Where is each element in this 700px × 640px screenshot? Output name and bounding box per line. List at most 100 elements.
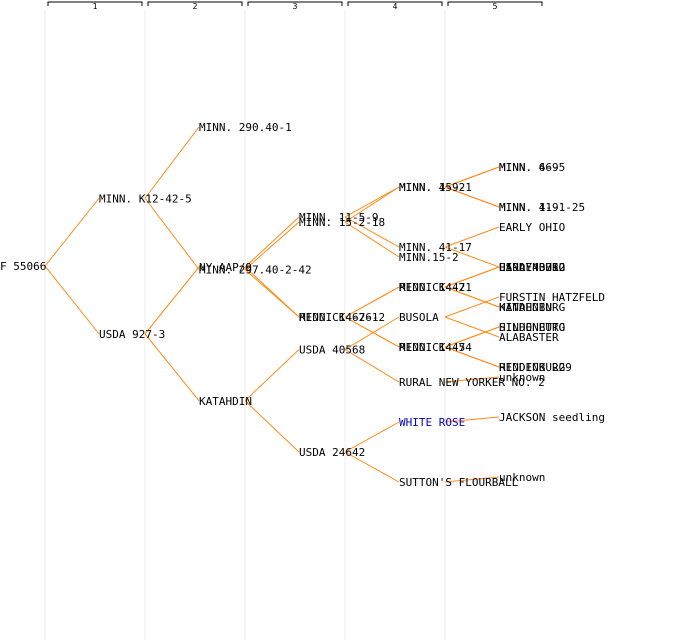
pedigree-node: RURAL NEW YORKER NO. 2	[399, 376, 545, 389]
generation-number: 3	[293, 2, 298, 11]
pedigree-node-label: USDA 927-3	[99, 328, 165, 341]
pedigree-node-label: MINN. 66-5	[499, 161, 565, 174]
generation-bracket	[47, 1, 143, 6]
pedigree-node-label: FURSTIN HATZFELD	[499, 291, 605, 304]
pedigree-node-label: REDDICK 229	[499, 361, 572, 374]
pedigree-edge	[444, 246, 500, 268]
pedigree-edge	[144, 197, 200, 270]
pedigree-node: F 55066	[0, 260, 46, 273]
pedigree-node: EARLY OHIO	[499, 261, 565, 274]
pedigree-edge	[344, 316, 400, 350]
pedigree-edge	[244, 349, 300, 402]
pedigree-node: HINDENBURG	[499, 361, 565, 374]
pedigree-edge	[344, 221, 400, 258]
pedigree-node: HINDENBURG	[499, 261, 565, 274]
pedigree-edge	[244, 216, 300, 268]
pedigree-node-label: MINN. 11-1-25	[499, 201, 585, 214]
pedigree-node: SUTTON'S FLOURBALL	[399, 476, 519, 489]
pedigree-node: MINN. 14-7	[399, 341, 465, 354]
generation-number: 2	[193, 2, 198, 11]
pedigree-node-label: unknown	[499, 371, 545, 384]
pedigree-node-label: KATAHDIN	[199, 395, 252, 408]
pedigree-node-label: F 55066	[0, 260, 46, 273]
pedigree-node-label: HINDENBURG	[499, 261, 565, 274]
pedigree-nodes: F 55066 MINN. K12-42-5 MINN. 290.40-1 MINN.…	[0, 121, 605, 489]
pedigree-edge	[44, 197, 100, 267]
pedigree-edge	[444, 186, 500, 208]
pedigree-node: ALABASTER	[499, 331, 559, 344]
pedigree-edge	[244, 400, 300, 453]
pedigree-edge	[44, 265, 100, 335]
pedigree-node-label: REDDICK 454	[399, 341, 472, 354]
pedigree-node: EARLY OHIO	[499, 221, 565, 234]
pedigree-edge	[444, 326, 500, 348]
pedigree-node-label: MINN. 4-9	[499, 201, 559, 214]
pedigree-node: unknown	[499, 371, 545, 384]
pedigree-node-label: unknown	[499, 471, 545, 484]
pedigree-edge	[444, 166, 500, 188]
pedigree-node-label: HINDENBURG	[499, 301, 565, 314]
generation-header: 1 2 3 4 5	[47, 1, 543, 11]
generation-bracket	[147, 1, 243, 6]
pedigree-node: MINN. 14-7-1	[299, 311, 378, 324]
generation-number: 5	[493, 2, 498, 11]
pedigree-edges	[44, 126, 500, 483]
pedigree-node-label: HINDENBURG	[499, 361, 565, 374]
pedigree-node: MINN. 4-9	[499, 161, 559, 174]
pedigree-edge	[444, 266, 500, 288]
pedigree-node-link[interactable]: WHITE ROSE	[399, 416, 465, 429]
generation-bracket	[247, 1, 343, 6]
pedigree-node: MINN. K12-42-5	[99, 192, 192, 205]
pedigree-edge	[144, 333, 200, 402]
pedigree-edge	[444, 286, 500, 308]
pedigree-node-label: MINN. 4-9-1	[399, 181, 472, 194]
pedigree-node[interactable]: WHITE ROSE	[399, 416, 465, 429]
pedigree-node: MINN. 297.40-2-42	[199, 264, 312, 277]
pedigree-node-label: MINN. 4-9	[499, 161, 559, 174]
pedigree-edge	[444, 296, 500, 318]
pedigree-edge	[344, 316, 400, 348]
pedigree-node: FURSTIN HATZFELD	[499, 291, 605, 304]
pedigree-node: MINN. 290.40-1	[199, 121, 292, 134]
pedigree-node-label: NY AAP/9	[199, 261, 252, 274]
pedigree-node-label: RURAL NEW YORKER NO. 2	[399, 376, 545, 389]
pedigree-node-label: MINN. 14-7	[399, 281, 465, 294]
pedigree-node-label: MINN. 290.40-1	[199, 121, 292, 134]
pedigree-node-label: MINN. 41-17	[399, 241, 472, 254]
pedigree-edge	[144, 126, 200, 199]
pedigree-edge	[344, 451, 400, 483]
pedigree-node: MINN. 41-17	[399, 241, 472, 254]
pedigree-node-label: MINN. 297.40-2-42	[199, 264, 312, 277]
pedigree-node-label: REDDICK 626-2	[299, 311, 385, 324]
pedigree-node-label: JACKSON seedling	[499, 411, 605, 424]
pedigree-node: REDDICK 229	[499, 361, 572, 374]
generation-bracket	[447, 1, 543, 6]
pedigree-edge	[344, 216, 400, 248]
pedigree-node-label: MINN. K12-42-5	[99, 192, 192, 205]
pedigree-edge	[244, 266, 300, 318]
pedigree-node-label: USDA 40568	[299, 344, 365, 357]
pedigree-node-label: MINN. 15-2-18	[299, 216, 385, 229]
pedigree-node: USDA 24642	[299, 446, 365, 459]
pedigree-edge	[444, 346, 500, 368]
pedigree-node-label: USDA 43752	[499, 261, 565, 274]
pedigree-node-label: MINN. 15-2	[399, 181, 465, 194]
pedigree-node-label: SUTTON'S FLOURBALL	[399, 476, 519, 489]
pedigree-node: HINDENBURG	[499, 301, 565, 314]
pedigree-edge	[444, 376, 500, 383]
pedigree-node-label: BUSOLA	[399, 311, 439, 324]
pedigree-node: JACKSON seedling	[499, 411, 605, 424]
pedigree-node: MINN. 4-9	[499, 201, 559, 214]
pedigree-node: MINN. 66-5	[499, 161, 565, 174]
pedigree-node: MINN. 14-7	[399, 281, 465, 294]
pedigree-node: REDDICK 626-2	[299, 311, 385, 324]
pedigree-node-label: HINDENBURG	[499, 321, 565, 334]
pedigree-edge	[144, 266, 200, 335]
pedigree-node-label: MINN. 14-7	[399, 341, 465, 354]
pedigree-node-label: EARLY OHIO	[499, 261, 565, 274]
pedigree-node: MINN. 4-9-1	[399, 181, 472, 194]
pedigree-node: HINDENBURG	[499, 321, 565, 334]
pedigree-node: REDDICK 454	[399, 341, 472, 354]
pedigree-node: REDDICK 421	[399, 281, 472, 294]
generation-column-lines	[44, 10, 446, 640]
